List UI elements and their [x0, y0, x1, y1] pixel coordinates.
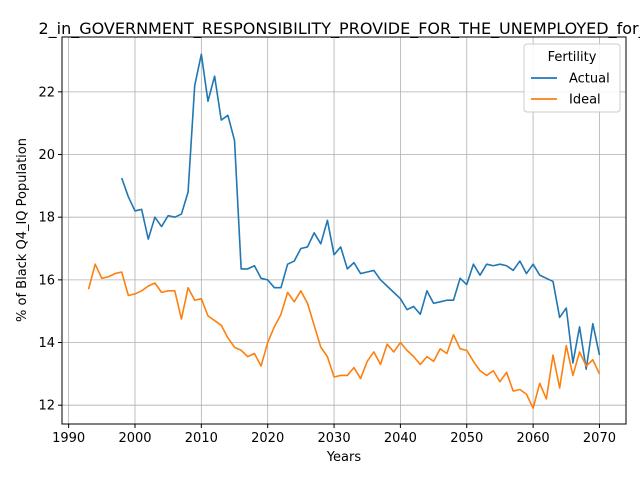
legend-label-actual: Actual: [569, 72, 610, 87]
x-tick-label: 2040: [384, 431, 417, 446]
y-tick-label: 22: [38, 85, 55, 100]
x-tick-label: 2020: [251, 431, 284, 446]
series-lines: [87, 53, 601, 410]
plot-frame: [61, 36, 627, 425]
x-tick-label: 2060: [517, 431, 550, 446]
x-tick-label: 2030: [318, 431, 351, 446]
y-axis: 12 14 16 18 20 22: [38, 85, 62, 414]
series-line-actual: [120, 53, 601, 370]
x-tick-label: 2050: [450, 431, 483, 446]
x-tick-label: 2000: [118, 431, 151, 446]
series-line-ideal: [87, 263, 601, 410]
y-tick-label: 12: [38, 399, 55, 414]
y-tick-label: 14: [38, 336, 55, 351]
x-tick-label: 2070: [583, 431, 616, 446]
y-tick-label: 16: [38, 273, 55, 288]
y-tick-label: 20: [38, 148, 55, 163]
legend-box: [523, 43, 621, 113]
x-tick-label: 1990: [52, 431, 85, 446]
grid: [62, 37, 626, 424]
legend: Fertility Actual Ideal: [523, 43, 621, 113]
x-axis-label: Years: [326, 450, 362, 465]
legend-title: Fertility: [548, 50, 597, 65]
chart-title: 2_in_GOVERNMENT_RESPONSIBILITY_PROVIDE_F…: [38, 19, 640, 39]
y-tick-label: 18: [38, 211, 55, 226]
y-axis-label: % of Black Q4_IQ Population: [15, 138, 30, 322]
legend-label-ideal: Ideal: [569, 93, 601, 108]
x-tick-label: 2010: [185, 431, 218, 446]
x-axis: 1990 2000 2010 2020 2030 2040 2050 2060 2070: [52, 424, 616, 446]
